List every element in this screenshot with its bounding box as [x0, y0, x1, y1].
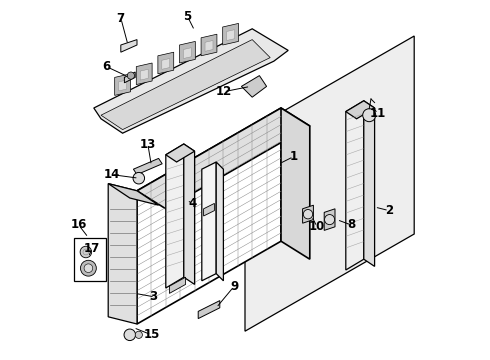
FancyBboxPatch shape: [74, 238, 106, 281]
Text: 7: 7: [117, 12, 125, 24]
Polygon shape: [121, 40, 137, 52]
Polygon shape: [162, 59, 170, 69]
Text: 1: 1: [290, 150, 297, 163]
Polygon shape: [137, 108, 310, 209]
Text: 8: 8: [347, 219, 355, 231]
Polygon shape: [166, 144, 184, 288]
Polygon shape: [324, 209, 335, 230]
Polygon shape: [227, 30, 235, 40]
Circle shape: [303, 210, 313, 219]
Text: 3: 3: [149, 291, 157, 303]
Polygon shape: [166, 144, 195, 162]
Polygon shape: [198, 301, 220, 319]
Text: 9: 9: [230, 280, 238, 293]
Circle shape: [324, 215, 335, 225]
Text: 14: 14: [103, 168, 120, 181]
Text: 6: 6: [102, 60, 111, 73]
Text: 16: 16: [71, 219, 87, 231]
Text: 4: 4: [189, 197, 197, 210]
Circle shape: [84, 264, 93, 273]
Text: 10: 10: [309, 220, 325, 233]
Polygon shape: [137, 108, 281, 324]
Text: 5: 5: [183, 10, 192, 23]
Polygon shape: [179, 41, 196, 63]
Polygon shape: [119, 80, 126, 91]
Polygon shape: [222, 23, 239, 45]
Polygon shape: [242, 76, 267, 97]
Polygon shape: [346, 101, 374, 119]
Polygon shape: [184, 144, 195, 284]
Text: 15: 15: [143, 328, 160, 341]
Polygon shape: [124, 72, 135, 83]
Polygon shape: [364, 101, 374, 266]
Polygon shape: [108, 184, 159, 205]
Text: 2: 2: [385, 204, 393, 217]
Polygon shape: [201, 34, 217, 56]
Circle shape: [80, 260, 97, 276]
Polygon shape: [158, 52, 174, 74]
Polygon shape: [140, 69, 148, 80]
Polygon shape: [101, 40, 270, 130]
Polygon shape: [170, 277, 186, 293]
Text: 13: 13: [140, 138, 156, 150]
Circle shape: [133, 172, 145, 184]
Polygon shape: [205, 40, 213, 51]
Circle shape: [127, 72, 134, 79]
Circle shape: [363, 109, 376, 122]
Polygon shape: [183, 48, 192, 58]
Polygon shape: [303, 205, 314, 223]
Text: 17: 17: [84, 242, 100, 255]
Polygon shape: [133, 158, 162, 175]
Polygon shape: [346, 101, 364, 270]
Polygon shape: [202, 162, 216, 281]
Polygon shape: [216, 162, 223, 281]
Text: 12: 12: [215, 85, 232, 98]
Text: 11: 11: [370, 107, 386, 120]
Polygon shape: [108, 184, 137, 324]
Polygon shape: [115, 74, 130, 95]
Polygon shape: [94, 29, 288, 133]
Circle shape: [135, 331, 143, 338]
Circle shape: [124, 329, 136, 341]
Circle shape: [80, 246, 92, 258]
Polygon shape: [245, 36, 414, 331]
Polygon shape: [136, 63, 152, 85]
Polygon shape: [281, 108, 310, 259]
Polygon shape: [204, 203, 215, 216]
